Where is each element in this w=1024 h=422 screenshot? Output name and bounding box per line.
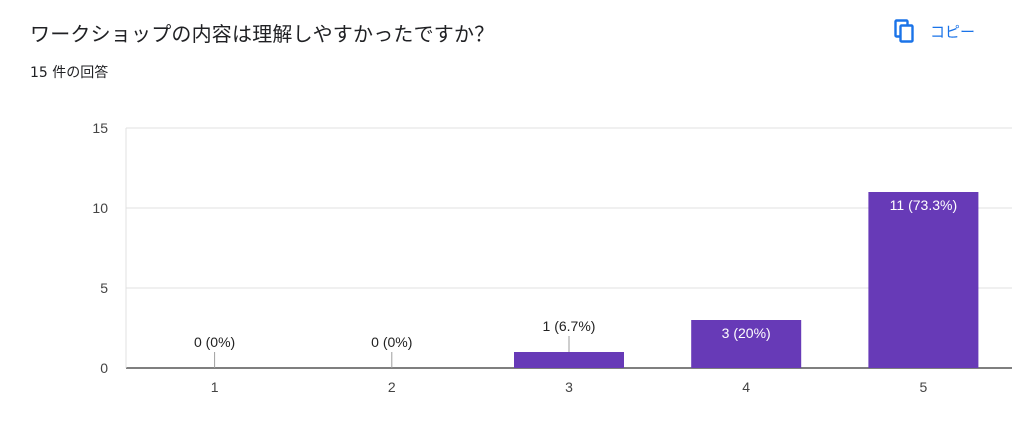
bar <box>691 320 802 368</box>
bar <box>868 192 979 368</box>
y-tick-label: 5 <box>100 280 108 296</box>
data-label: 0 (0%) <box>371 334 412 350</box>
data-label: 3 (20%) <box>722 325 771 341</box>
x-tick-label: 4 <box>742 379 750 395</box>
x-tick-label: 1 <box>211 379 219 395</box>
y-tick-label: 10 <box>92 200 108 216</box>
copy-icon <box>894 19 914 43</box>
data-label: 0 (0%) <box>194 334 235 350</box>
copy-label: コピー <box>930 22 976 41</box>
x-tick-label: 5 <box>920 379 928 395</box>
y-tick-label: 0 <box>100 360 108 376</box>
x-tick-label: 3 <box>565 379 573 395</box>
data-label: 1 (6.7%) <box>543 318 596 334</box>
y-tick-label: 15 <box>92 120 108 136</box>
data-label: 11 (73.3%) <box>890 197 957 213</box>
bar <box>514 352 624 368</box>
x-tick-label: 2 <box>388 379 396 395</box>
response-count: 15 件の回答 <box>30 65 109 81</box>
copy-button[interactable]: コピー <box>894 16 975 46</box>
question-title: ワークショップの内容は理解しやすかったですか？ <box>30 22 495 46</box>
